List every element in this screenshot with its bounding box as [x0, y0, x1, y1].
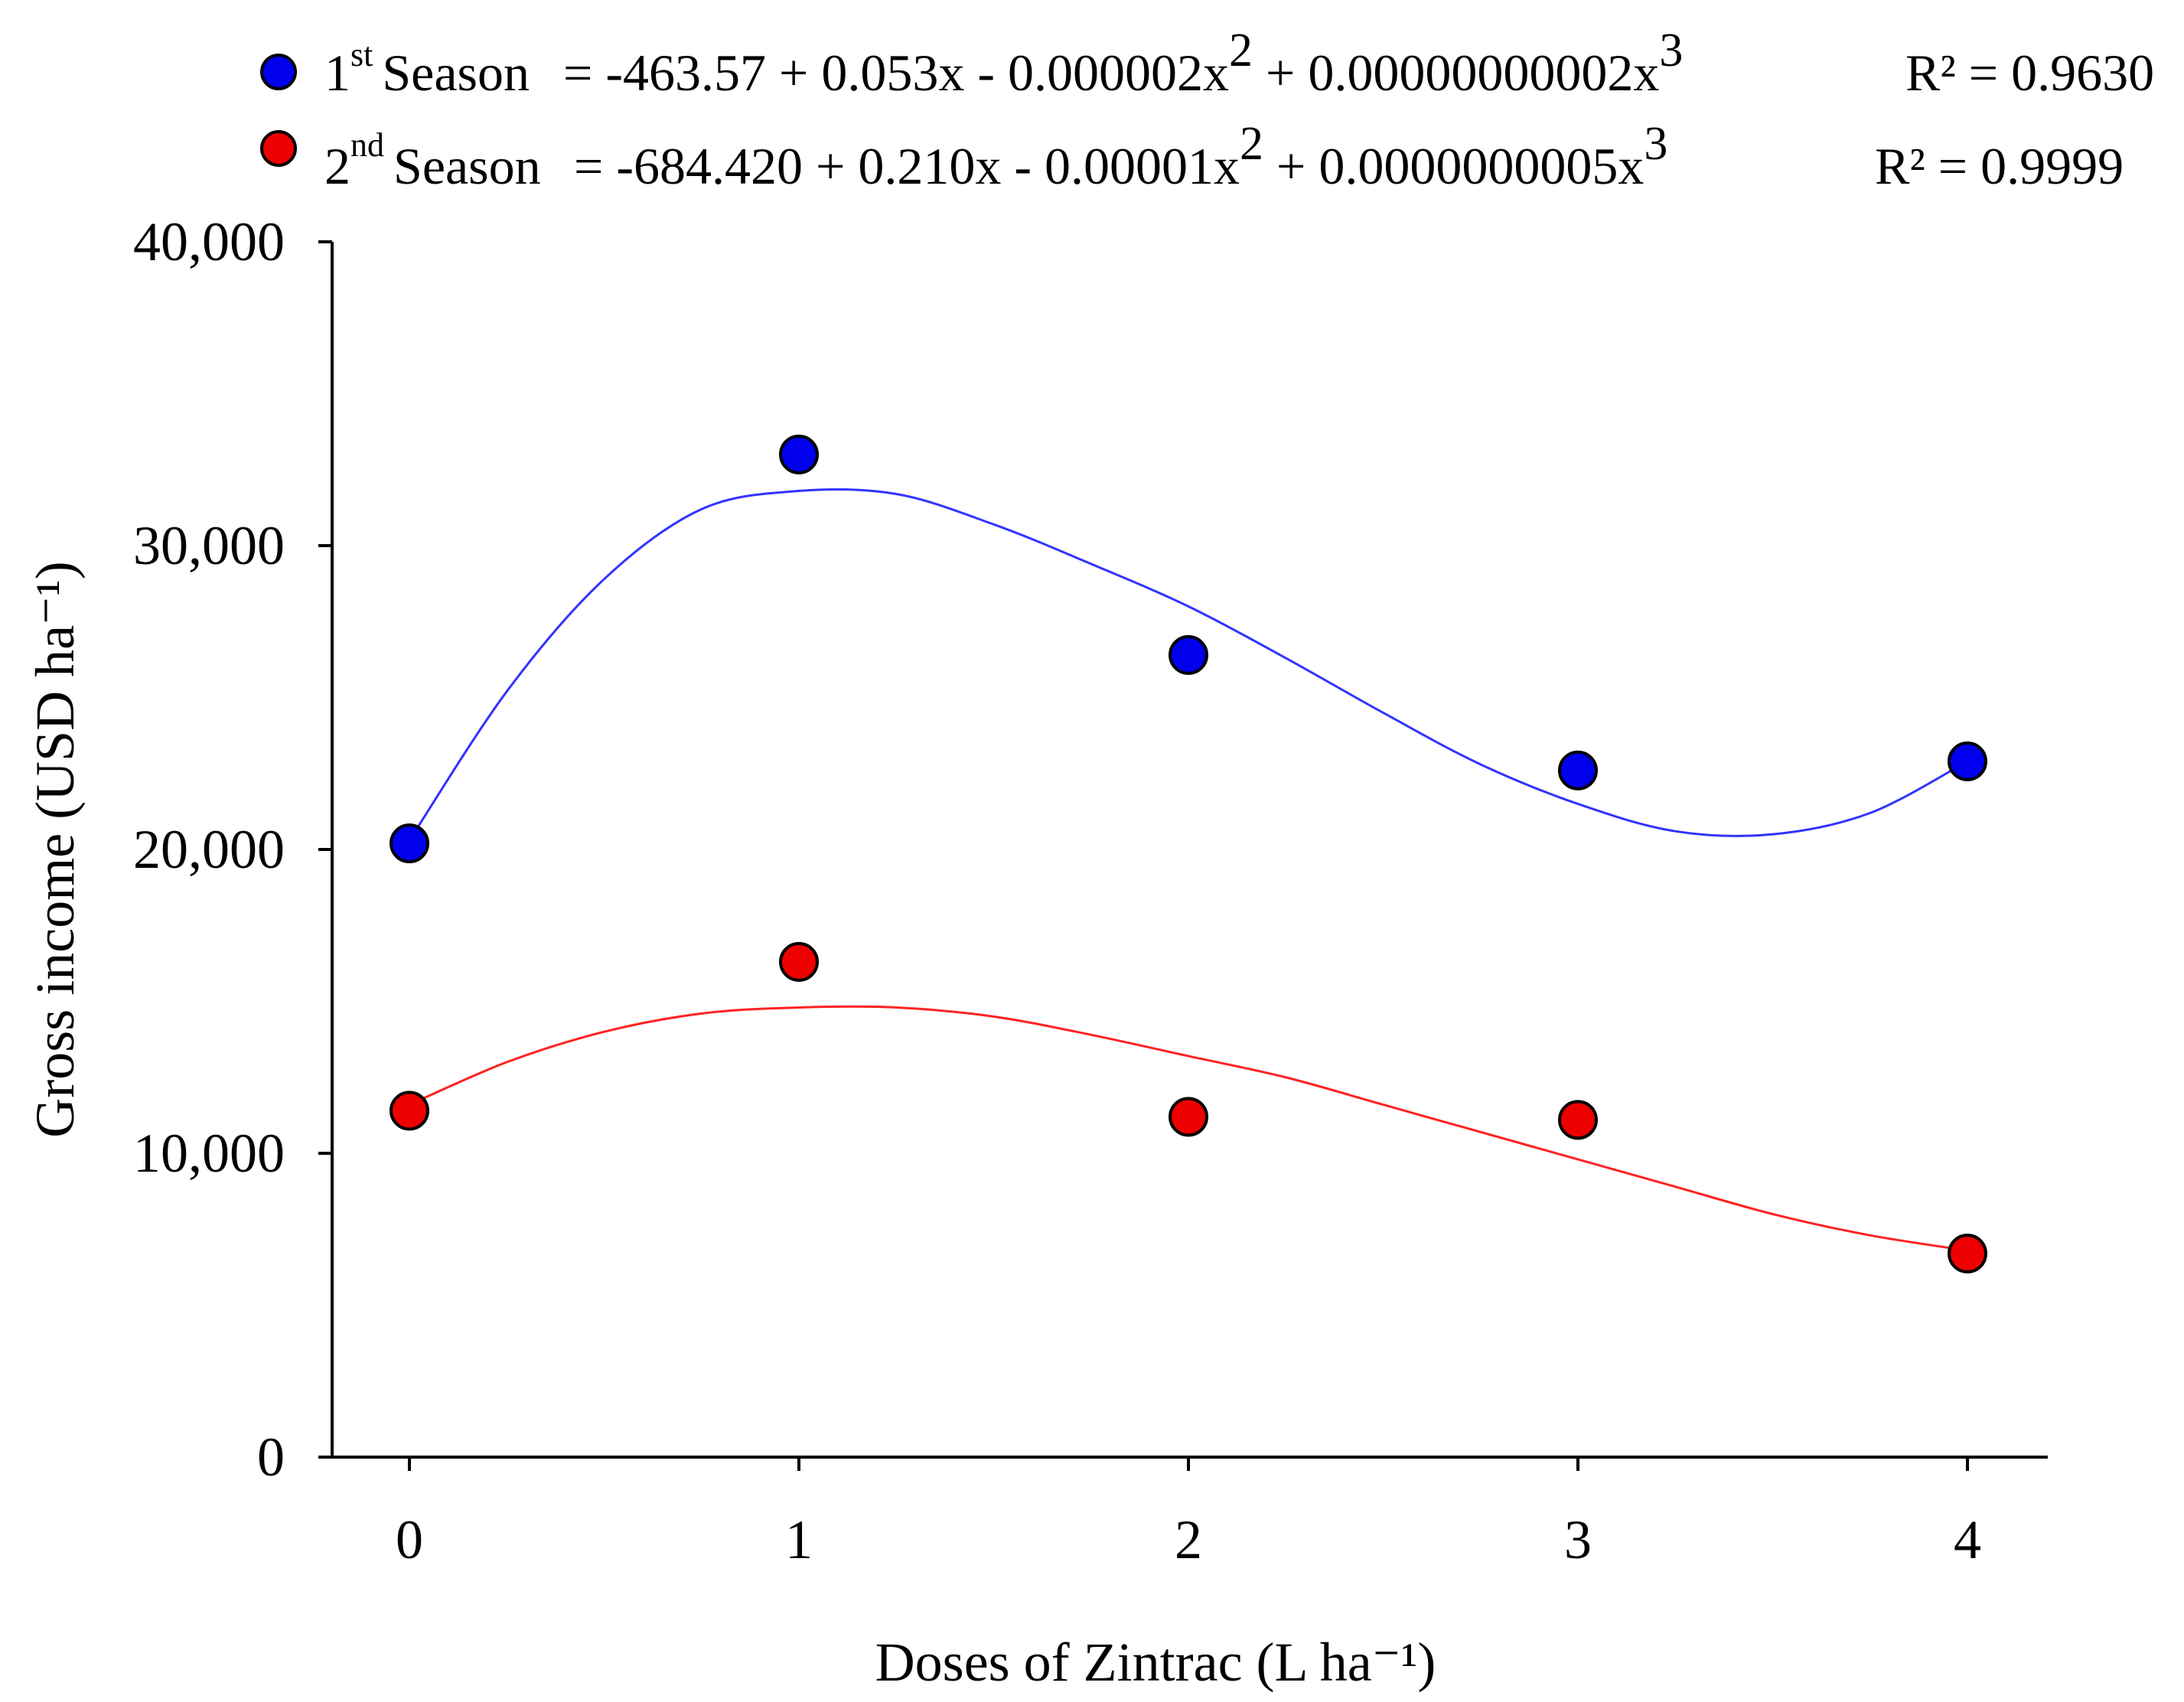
x-ticks: 0 1 2 3 4 — [396, 1457, 1981, 1570]
x-tick-label: 2 — [1175, 1509, 1202, 1570]
legend: 1st Season = -463.57 + 0.053x - 0.000002x… — [260, 24, 2154, 195]
x-tick-label: 4 — [1954, 1509, 1981, 1570]
legend-r2-2nd-season: R² = 0.9999 — [1875, 137, 2124, 195]
y-tick-label: 30,000 — [133, 515, 285, 576]
legend-entry-1st-season: 1st Season = -463.57 + 0.053x - 0.000002x… — [260, 24, 2154, 102]
data-point-2nd-season — [390, 1091, 429, 1131]
fit-curve-1st-season — [408, 487, 1968, 841]
data-point-1st-season — [1948, 741, 1987, 781]
data-point-1st-season — [1169, 634, 1208, 675]
y-tick-label: 0 — [257, 1426, 285, 1488]
y-tick-label: 40,000 — [133, 211, 285, 272]
legend-entry-2nd-season: 2nd Season = -684.420 + 0.210x - 0.00001x… — [260, 118, 2124, 195]
x-tick-label: 0 — [396, 1509, 423, 1570]
y-tick-label: 10,000 — [133, 1123, 285, 1184]
legend-label-1st-season: 1st Season — [324, 36, 530, 102]
y-ticks: 0 10,000 20,000 30,000 40,000 — [133, 211, 332, 1488]
data-point-1st-season — [1558, 750, 1598, 791]
x-axis-title: Doses of Zintrac (L ha⁻¹) — [875, 1632, 1436, 1693]
legend-r2-1st-season: R² = 0.9630 — [1905, 44, 2154, 102]
data-point-2nd-season — [1169, 1097, 1208, 1137]
legend-marker-2nd-season — [260, 130, 297, 167]
y-tick-label: 20,000 — [133, 819, 285, 880]
fit-curves — [408, 487, 1968, 1252]
legend-equation-2nd-season: = -684.420 + 0.210x - 0.00001x2 + 0.0000… — [574, 118, 1667, 195]
legend-marker-1st-season — [260, 54, 297, 90]
fit-curve-2nd-season — [409, 1005, 1968, 1252]
legend-equation-1st-season: = -463.57 + 0.053x - 0.000002x2 + 0.0000… — [563, 24, 1683, 102]
x-tick-label: 1 — [785, 1509, 813, 1570]
data-points — [390, 434, 1987, 1274]
legend-label-2nd-season: 2nd Season — [324, 126, 541, 195]
data-point-2nd-season — [1948, 1234, 1987, 1274]
data-point-1st-season — [779, 434, 819, 474]
data-point-2nd-season — [779, 941, 819, 982]
y-axis-title: Gross income (USD ha⁻¹) — [24, 561, 86, 1137]
data-point-2nd-season — [1558, 1100, 1598, 1140]
data-point-1st-season — [390, 823, 429, 864]
x-tick-label: 3 — [1564, 1509, 1592, 1570]
